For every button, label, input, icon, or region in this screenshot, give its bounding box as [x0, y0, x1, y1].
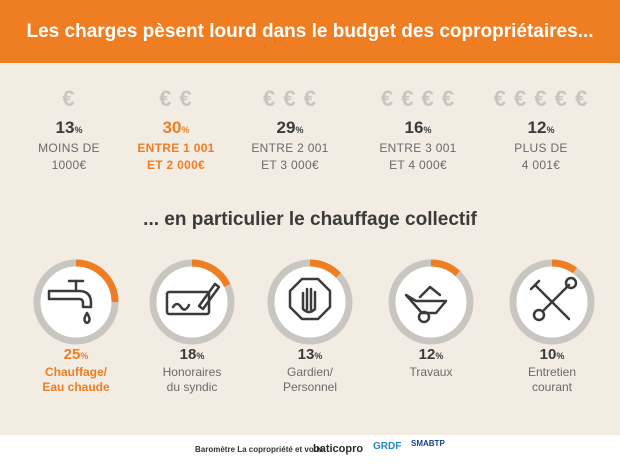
budget-percent: 12%: [527, 118, 555, 137]
euro-icon: € € € €: [380, 86, 456, 111]
section-title: ... en particulier le chauffage collecti…: [143, 209, 477, 230]
charge-label: Gardien/Personnel: [282, 365, 338, 394]
header-bar: Les charges pèsent lourd dans le budget …: [0, 0, 620, 63]
budget-label: ENTRE 3 001 ET 4 000€: [379, 141, 457, 172]
budget-label: MOINS DE 1000€: [38, 141, 100, 172]
charge-percent: 12%: [418, 346, 444, 363]
budget-item: € € € 29% ENTRE 2 001 ET 3 000€: [235, 88, 345, 174]
budget-label: ENTRE 2 001 ET 3 000€: [251, 141, 329, 172]
baticopro-logo: baticopro: [313, 443, 364, 455]
donut-arc: [191, 259, 231, 288]
budget-item: € € 30% ENTRE 1 001 ET 2 000€: [121, 88, 231, 174]
euro-icon: € €: [159, 86, 193, 111]
tools-icon: [529, 276, 578, 322]
donut-chart: [267, 259, 353, 345]
footer: Baromètre La copropriété et vous baticop…: [0, 435, 620, 465]
stop-hand-icon: [288, 277, 332, 321]
budget-percent: 29%: [276, 118, 304, 137]
grdf-logo: GRDF: [373, 441, 402, 452]
donut-chart: [509, 259, 595, 345]
euro-icon: €: [62, 86, 76, 111]
budget-item: € 13% MOINS DE 1000€: [14, 88, 124, 174]
charge-label: Honoraires du syndic: [162, 365, 222, 394]
euro-icon: € € €: [263, 86, 317, 111]
donut-arc: [75, 259, 119, 303]
donut-background: [35, 261, 117, 343]
faucet-icon: [47, 279, 93, 325]
donut-arc: [430, 259, 461, 277]
donut-arc: [551, 259, 577, 274]
charge-label: Travaux: [409, 365, 453, 379]
budget-item: € € € € € 12% PLUS DE 4 001€: [486, 88, 596, 174]
budget-item: € € € € 16% ENTRE 3 001 ET 4 000€: [363, 88, 473, 174]
charge-label: Chauffage/Eau chaude: [42, 365, 110, 394]
footer-text: Baromètre La copropriété et vous: [195, 445, 324, 454]
charge-percent: 10%: [539, 346, 565, 363]
wheelbarrow-icon: [404, 285, 448, 324]
donut-background: [151, 261, 233, 343]
charge-label: Entretien courant: [527, 365, 577, 394]
euro-icon: € € € € €: [493, 86, 589, 111]
budget-distribution: € 13% MOINS DE 1000€ € € 30% ENTRE 1 001 E…: [0, 88, 620, 178]
charge-percent: 18%: [179, 346, 205, 363]
budget-percent: 13%: [55, 118, 83, 137]
page-title: Les charges pèsent lourd dans le budget …: [26, 21, 594, 42]
donut-chart: [149, 259, 235, 345]
donut-arc: [309, 259, 341, 278]
smabtp-logo: SMABTP: [411, 439, 445, 448]
budget-percent: 30%: [162, 118, 190, 137]
budget-label: ENTRE 1 001 ET 2 000€: [137, 141, 215, 172]
check-pen-icon: [165, 282, 221, 316]
donut-chart: [388, 259, 474, 345]
donut-chart: [33, 259, 119, 345]
budget-label: PLUS DE 4 001€: [514, 141, 568, 172]
charge-percent: 13%: [297, 346, 323, 363]
budget-percent: 16%: [404, 118, 432, 137]
charge-percent: 25%: [63, 346, 89, 363]
